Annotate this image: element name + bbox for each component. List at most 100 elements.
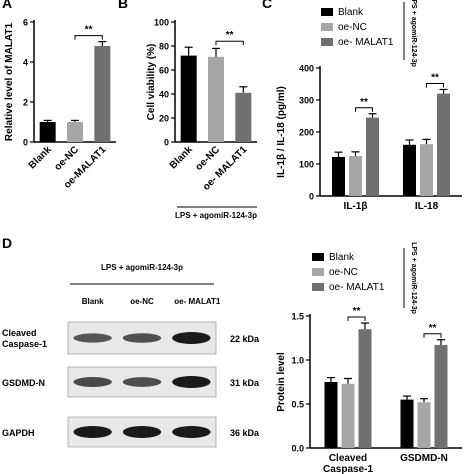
legend-swatch bbox=[312, 253, 324, 261]
y-axis-label: Cell viability (%) bbox=[146, 44, 157, 121]
significance-label: ** bbox=[429, 323, 437, 334]
bar bbox=[67, 122, 83, 142]
significance-label: ** bbox=[85, 25, 93, 36]
y-tick-label: 20 bbox=[159, 114, 169, 124]
x-tick-label: Blank bbox=[168, 144, 195, 171]
significance-bracket bbox=[355, 107, 373, 112]
legend-entry: oe-NC bbox=[338, 22, 367, 33]
significance-bracket bbox=[423, 333, 442, 338]
blot-band bbox=[172, 376, 211, 388]
significance-label: ** bbox=[431, 72, 439, 83]
y-tick-label: 80 bbox=[159, 42, 169, 52]
y-tick-label: 0 bbox=[309, 192, 314, 202]
legend-entry: oe-NC bbox=[329, 267, 358, 278]
bar bbox=[94, 46, 111, 142]
significance-label: ** bbox=[353, 306, 361, 317]
y-tick-label: 100 bbox=[154, 18, 169, 28]
bar bbox=[420, 144, 433, 196]
y-tick-label: 0 bbox=[23, 138, 28, 148]
x-tick-label: GSDMD-N bbox=[400, 453, 448, 464]
blot-column-label: oe- MALAT1 bbox=[174, 297, 221, 306]
y-tick-label: 300 bbox=[299, 96, 314, 106]
bar bbox=[180, 55, 197, 142]
x-tick-label: IL-18 bbox=[415, 201, 439, 212]
x-tick-label: Cleaved Caspase-1 bbox=[323, 453, 373, 474]
blot-band bbox=[172, 332, 211, 344]
blot-header: LPS + agomiR-124-3p bbox=[101, 263, 183, 272]
y-tick-label: 400 bbox=[299, 64, 314, 74]
significance-bracket bbox=[426, 82, 444, 88]
bar bbox=[39, 122, 56, 142]
blot-row-label: GAPDH bbox=[2, 428, 35, 438]
y-tick-label: 4 bbox=[23, 58, 28, 68]
blot-row-label: Cleaved Caspase-1 bbox=[2, 328, 47, 349]
bar bbox=[235, 92, 252, 142]
y-tick-label: 2 bbox=[23, 98, 28, 108]
blot-band bbox=[122, 426, 162, 438]
legend-entry: oe- MALAT1 bbox=[338, 37, 394, 48]
bar bbox=[208, 56, 224, 142]
bar bbox=[358, 329, 372, 448]
blot-band bbox=[73, 333, 112, 343]
blot-band bbox=[122, 333, 162, 343]
y-tick-label: 200 bbox=[299, 128, 314, 138]
legend-swatch bbox=[312, 268, 324, 276]
x-tick-label: Blank bbox=[27, 144, 54, 171]
group-bracket-label: LPS + agomiR-124-3p bbox=[175, 211, 257, 220]
legend-swatch bbox=[321, 23, 333, 31]
bar bbox=[437, 93, 450, 196]
bar bbox=[366, 117, 379, 196]
bar bbox=[403, 144, 416, 196]
y-tick-label: 1.0 bbox=[291, 356, 304, 366]
y-axis-label: Relative level of MALAT1 bbox=[4, 22, 15, 141]
group-bracket-label: LPS + agomiR-124-3p bbox=[410, 0, 417, 67]
y-tick-label: 6 bbox=[23, 18, 28, 28]
blot-column-label: Blank bbox=[82, 297, 104, 306]
panel-letter-c: C bbox=[262, 0, 272, 11]
bar bbox=[400, 399, 414, 448]
y-tick-label: 40 bbox=[159, 90, 169, 100]
y-tick-label: 100 bbox=[299, 160, 314, 170]
blot-column-label: oe-NC bbox=[130, 297, 154, 306]
significance-label: ** bbox=[360, 97, 368, 108]
y-tick-label: 0.0 bbox=[291, 444, 304, 454]
blot-size-label: 36 kDa bbox=[230, 428, 260, 438]
bar bbox=[434, 345, 448, 448]
legend-swatch bbox=[321, 8, 333, 16]
group-bracket-label: LPS + agomiR-124-3p bbox=[410, 242, 417, 314]
panel-letter-b: B bbox=[118, 0, 128, 11]
bar bbox=[349, 156, 362, 196]
bar bbox=[341, 383, 355, 448]
blot-band bbox=[122, 377, 162, 387]
panel-c-chart: 0 100 200 300 400 IL-1β / IL-18 (pg/ml) IL-1β *… bbox=[276, 0, 462, 212]
y-axis-label: IL-1β / IL-18 (pg/ml) bbox=[276, 86, 287, 178]
legend-entry: Blank bbox=[338, 7, 364, 18]
bar bbox=[332, 156, 345, 196]
y-tick-label: 1.5 bbox=[291, 312, 304, 322]
y-tick-label: 0.5 bbox=[291, 400, 304, 410]
legend-entry: oe- MALAT1 bbox=[329, 282, 385, 293]
blot-band bbox=[73, 377, 112, 387]
legend-swatch bbox=[321, 38, 333, 46]
blot-size-label: 31 kDa bbox=[230, 378, 260, 388]
bar bbox=[417, 402, 431, 448]
bar bbox=[324, 382, 338, 448]
significance-bracket bbox=[347, 316, 366, 322]
significance-bracket bbox=[215, 40, 244, 46]
panel-letter-a: A bbox=[2, 0, 12, 11]
y-tick-label: 0 bbox=[164, 138, 169, 148]
blot-row-label: GSDMD-N bbox=[2, 378, 45, 388]
panel-d-western-blot: LPS + agomiR-124-3p Blank oe-NC oe- MALAT1 C… bbox=[2, 263, 260, 448]
blot-band bbox=[73, 426, 112, 438]
blot-band bbox=[172, 426, 211, 438]
panel-letter-d: D bbox=[2, 235, 12, 251]
x-tick-label: IL-1β bbox=[344, 201, 368, 212]
significance-label: ** bbox=[226, 30, 234, 41]
legend-entry: Blank bbox=[329, 252, 355, 263]
y-axis-label: Protein level bbox=[276, 352, 287, 412]
blot-size-label: 22 kDa bbox=[230, 334, 260, 344]
significance-bracket bbox=[74, 35, 103, 40]
